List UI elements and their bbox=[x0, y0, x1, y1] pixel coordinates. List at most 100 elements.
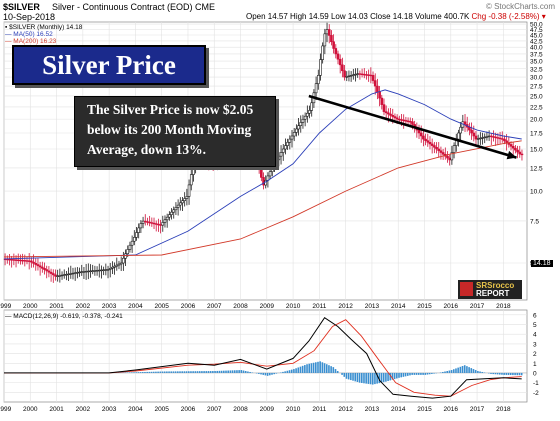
macd-hist-bar bbox=[214, 371, 216, 373]
macd-hist-bar bbox=[365, 372, 367, 384]
ohlc-values: Open 14.57 High 14.59 Low 14.03 Close 14… bbox=[246, 12, 470, 21]
price-y-tick-label: 30.0 bbox=[530, 75, 543, 82]
macd-hist-bar bbox=[479, 371, 481, 373]
macd-hist-bar bbox=[328, 365, 330, 373]
price-bar-body bbox=[87, 270, 90, 273]
macd-hist-bar bbox=[223, 370, 225, 373]
price-bar-body bbox=[336, 53, 340, 60]
macd-hist-bar bbox=[168, 371, 170, 373]
price-bar-body bbox=[95, 270, 99, 272]
macd-hist-bar bbox=[518, 372, 521, 376]
macd-hist-bar bbox=[306, 364, 308, 373]
price-bar-body bbox=[457, 132, 460, 140]
price-bar-body bbox=[73, 272, 77, 274]
macd-hist-bar bbox=[301, 365, 304, 373]
price-bar-body bbox=[56, 275, 59, 277]
macd-hist-bar bbox=[192, 371, 194, 373]
price-bar-body bbox=[391, 115, 395, 117]
macd-hist-bar bbox=[341, 372, 343, 375]
price-bar-body bbox=[347, 75, 351, 78]
macd-y-tick-label: 1 bbox=[533, 361, 537, 368]
macd-hist-bar bbox=[128, 372, 131, 373]
macd-hist-bar bbox=[135, 372, 138, 373]
macd-hist-bar bbox=[382, 372, 385, 383]
price-bar-body bbox=[292, 132, 296, 137]
price-bar-body bbox=[130, 240, 134, 246]
macd-hist-bar bbox=[503, 372, 505, 375]
price-bar-body bbox=[439, 150, 443, 153]
macd-hist-bar bbox=[350, 372, 352, 381]
macd-y-tick-label: 4 bbox=[533, 332, 537, 339]
change-value: Chg -0.38 (-2.58%) ▾ bbox=[471, 12, 546, 21]
price-bar-body bbox=[387, 112, 390, 115]
price-bar-body bbox=[430, 143, 434, 146]
price-x-tick-label: 2004 bbox=[128, 303, 143, 310]
price-bar-body bbox=[371, 75, 375, 81]
macd-x-tick-label: 2000 bbox=[23, 406, 38, 413]
price-y-tick-label: 32.5 bbox=[530, 66, 543, 73]
price-bar-body bbox=[365, 74, 368, 76]
price-x-tick-label: 2008 bbox=[233, 303, 248, 310]
price-bar-body bbox=[179, 202, 182, 206]
price-bar-body bbox=[21, 259, 24, 262]
macd-hist-bar bbox=[273, 372, 275, 375]
price-bar-body bbox=[498, 137, 502, 140]
price-bar-body bbox=[82, 271, 86, 273]
price-bar-body bbox=[260, 167, 263, 178]
macd-hist-bar bbox=[284, 371, 286, 373]
price-bar-body bbox=[185, 196, 189, 199]
macd-hist-bar bbox=[376, 372, 378, 384]
price-bar-body bbox=[286, 141, 289, 146]
price-bar-body bbox=[435, 146, 438, 150]
price-bar-body bbox=[148, 221, 151, 224]
price-bar-body bbox=[150, 222, 154, 224]
legend-ma50: — MA(50) 16.52 bbox=[5, 31, 53, 38]
macd-hist-bar bbox=[196, 371, 199, 373]
macd-hist-bar bbox=[137, 372, 140, 373]
price-bar-body bbox=[360, 73, 364, 76]
macd-hist-bar bbox=[345, 372, 348, 379]
price-bar-body bbox=[483, 136, 487, 139]
price-bar-body bbox=[511, 145, 515, 149]
macd-hist-bar bbox=[166, 371, 168, 373]
macd-hist-bar bbox=[271, 372, 273, 375]
price-bar-body bbox=[45, 269, 49, 272]
price-bar-body bbox=[426, 140, 430, 143]
macd-hist-bar bbox=[174, 371, 177, 373]
macd-hist-bar bbox=[220, 370, 223, 373]
macd-x-tick-label: 2007 bbox=[207, 406, 222, 413]
price-bar-body bbox=[319, 59, 322, 76]
macd-hist-bar bbox=[218, 370, 221, 373]
price-bar-body bbox=[65, 274, 68, 276]
macd-hist-bar bbox=[389, 372, 392, 381]
price-bar-body bbox=[327, 29, 331, 36]
price-bar-body bbox=[49, 271, 53, 274]
macd-y-tick-label: 0 bbox=[533, 370, 537, 377]
macd-hist-bar bbox=[369, 372, 372, 385]
price-bar-body bbox=[470, 129, 473, 134]
price-bar-body bbox=[54, 274, 57, 277]
macd-hist-bar bbox=[321, 362, 324, 373]
price-y-tick-label: 40.0 bbox=[530, 45, 543, 52]
macd-hist-bar bbox=[269, 372, 271, 376]
price-bar-body bbox=[62, 274, 66, 276]
price-bar-body bbox=[38, 265, 42, 268]
macd-hist-bar bbox=[185, 371, 188, 373]
macd-hist-bar bbox=[179, 371, 181, 373]
price-bar-body bbox=[69, 273, 73, 275]
macd-hist-bar bbox=[398, 372, 400, 378]
trend-arrow-line bbox=[308, 94, 517, 159]
price-bar-body bbox=[183, 198, 186, 201]
price-bar-body bbox=[354, 73, 357, 76]
price-bar-body bbox=[124, 253, 127, 259]
price-bar-body bbox=[362, 73, 366, 76]
price-bar-body bbox=[143, 220, 147, 223]
price-bar-body bbox=[84, 270, 88, 273]
price-bar-body bbox=[14, 259, 18, 261]
macd-hist-bar bbox=[231, 370, 234, 373]
macd-hist-bar bbox=[455, 368, 457, 373]
price-bar-body bbox=[448, 157, 451, 161]
price-bar-body bbox=[165, 216, 169, 221]
price-bar-body bbox=[349, 75, 353, 77]
macd-y-tick-label: 5 bbox=[533, 322, 537, 329]
